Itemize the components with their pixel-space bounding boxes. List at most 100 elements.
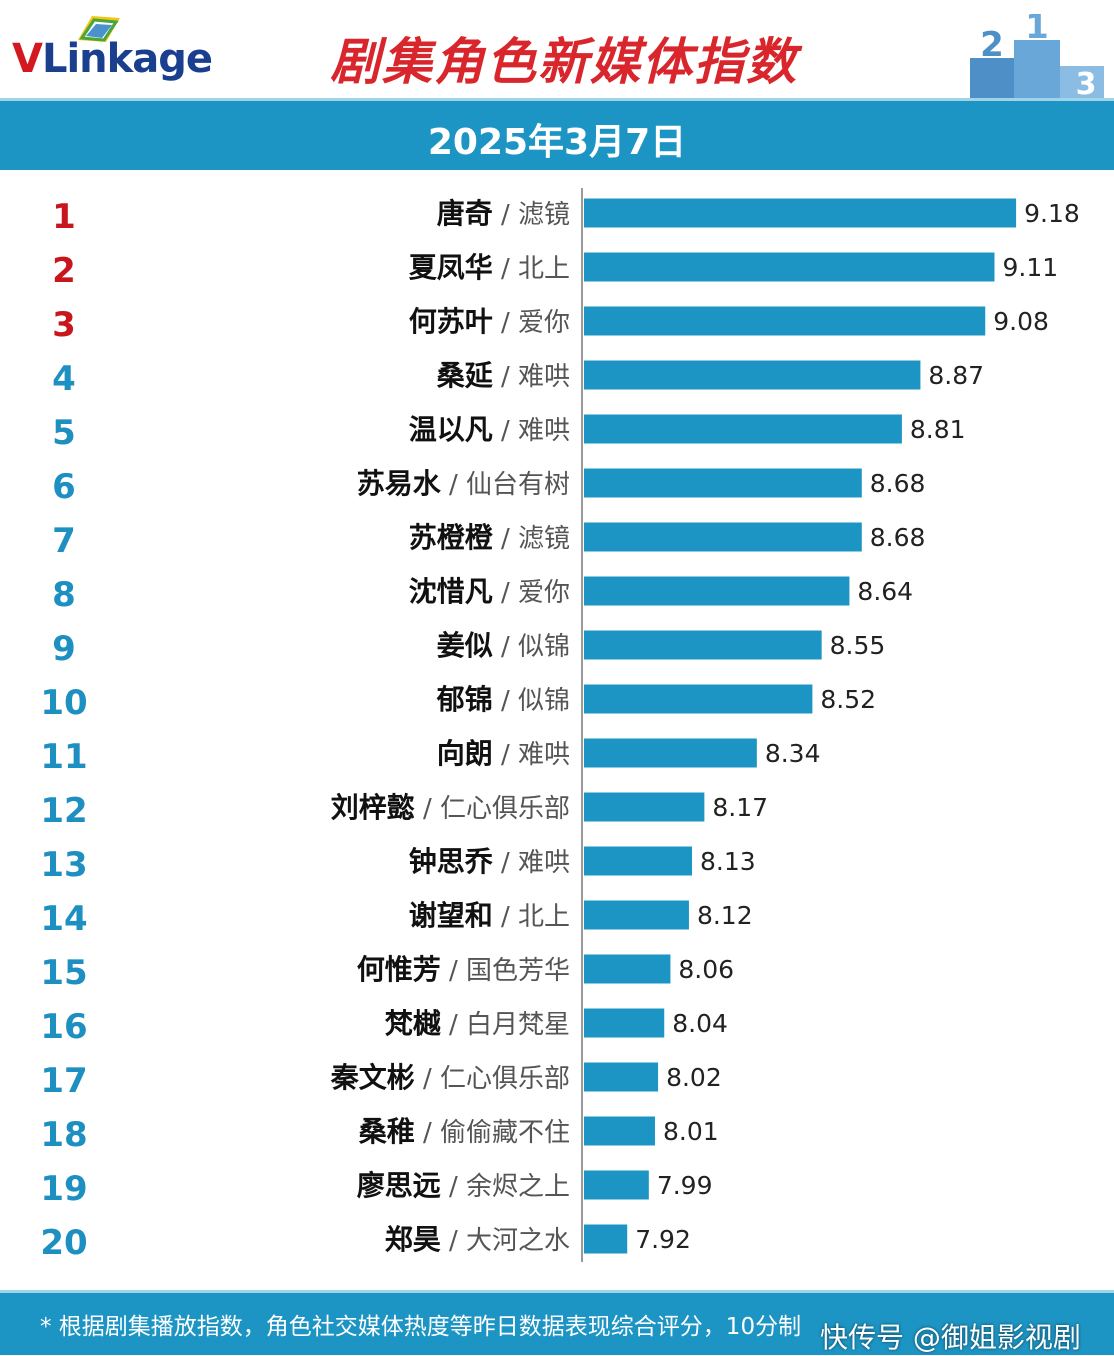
role-name: 郁锦 bbox=[436, 683, 493, 716]
value-label: 8.52 bbox=[820, 685, 876, 714]
bar bbox=[584, 1116, 655, 1146]
rank-label: 9 bbox=[52, 629, 76, 669]
role-label: 桑稚 / 偷偷藏不住 bbox=[359, 1115, 570, 1148]
drama-name: / 难哄 bbox=[493, 740, 570, 770]
rank-label: 19 bbox=[40, 1169, 87, 1209]
value-label: 8.87 bbox=[928, 361, 984, 390]
drama-name: / 偷偷藏不住 bbox=[415, 1118, 570, 1148]
bar bbox=[584, 1170, 649, 1200]
role-name: 桑延 bbox=[437, 359, 494, 392]
role-name: 苏橙橙 bbox=[409, 521, 494, 554]
value-label: 8.64 bbox=[857, 577, 913, 606]
drama-name: / 爱你 bbox=[493, 308, 570, 338]
value-label: 7.99 bbox=[657, 1171, 713, 1200]
role-name: 姜似 bbox=[437, 629, 493, 662]
drama-name: / 国色芳华 bbox=[441, 956, 570, 986]
role-name: 梵樾 bbox=[385, 1007, 442, 1040]
bar bbox=[584, 630, 822, 660]
rank-label: 15 bbox=[40, 953, 87, 993]
ranking-bar-chart: 1 唐奇 / 滤镜 9.18 2 夏凤华 / 北上 9.11 3 何苏叶 / 爱你 9.08 4 桑… bbox=[40, 188, 1080, 1263]
drama-name: / 似锦 bbox=[493, 632, 570, 662]
role-name: 钟思乔 bbox=[409, 845, 494, 878]
role-name: 谢望和 bbox=[409, 899, 493, 932]
rank-label: 17 bbox=[40, 1061, 87, 1101]
rank-label: 3 bbox=[52, 305, 76, 345]
rank-label: 20 bbox=[40, 1223, 87, 1263]
value-label: 8.06 bbox=[678, 955, 734, 984]
role-name: 刘梓懿 bbox=[331, 791, 415, 824]
role-label: 向朗 / 难哄 bbox=[437, 737, 570, 770]
value-label: 7.92 bbox=[635, 1225, 691, 1254]
rank-label: 8 bbox=[52, 575, 76, 615]
rank-label: 10 bbox=[40, 683, 87, 723]
role-label: 苏橙橙 / 滤镜 bbox=[409, 521, 570, 554]
rank-label: 16 bbox=[40, 1007, 87, 1047]
drama-name: / 似锦 bbox=[493, 686, 570, 716]
drama-name: / 仁心俱乐部 bbox=[415, 1064, 570, 1094]
value-label: 8.04 bbox=[672, 1009, 728, 1038]
drama-name: / 难哄 bbox=[493, 416, 570, 446]
drama-name: / 北上 bbox=[493, 254, 570, 284]
value-label: 9.08 bbox=[993, 307, 1049, 336]
rank-label: 14 bbox=[40, 899, 87, 939]
role-label: 夏凤华 / 北上 bbox=[409, 251, 570, 284]
role-name: 苏易水 bbox=[357, 467, 442, 500]
role-name: 桑稚 bbox=[359, 1115, 415, 1148]
value-label: 8.02 bbox=[666, 1063, 722, 1092]
value-label: 8.68 bbox=[870, 469, 926, 498]
role-name: 何苏叶 bbox=[409, 305, 493, 338]
role-label: 秦文彬 / 仁心俱乐部 bbox=[330, 1061, 570, 1094]
value-label: 8.55 bbox=[830, 631, 886, 660]
value-label: 8.12 bbox=[697, 901, 753, 930]
bar bbox=[584, 198, 1017, 228]
role-name: 郑昊 bbox=[385, 1223, 441, 1256]
podium-label-2: 2 bbox=[980, 25, 1004, 65]
logo-text: VLinkage bbox=[12, 36, 213, 82]
rank-label: 5 bbox=[52, 413, 76, 453]
bar bbox=[584, 846, 693, 876]
value-label: 8.01 bbox=[663, 1117, 719, 1146]
bar bbox=[584, 414, 902, 444]
watermark: 快传号 @御姐影视剧 bbox=[820, 1321, 1081, 1354]
drama-name: / 滤镜 bbox=[493, 524, 570, 554]
rank-label: 1 bbox=[52, 197, 76, 237]
value-label: 9.18 bbox=[1024, 199, 1080, 228]
drama-name: / 难哄 bbox=[493, 362, 570, 392]
logo-v: V bbox=[12, 36, 43, 82]
header: VLinkage 剧集角色新媒体指数 2 1 3 bbox=[0, 0, 1114, 98]
role-name: 唐奇 bbox=[437, 197, 493, 230]
bar bbox=[584, 1008, 665, 1038]
value-label: 8.81 bbox=[910, 415, 966, 444]
role-name: 沈惜凡 bbox=[409, 575, 493, 608]
drama-name: / 仁心俱乐部 bbox=[415, 794, 570, 824]
rank-label: 18 bbox=[40, 1115, 87, 1155]
bar bbox=[584, 684, 813, 714]
role-name: 何惟芳 bbox=[357, 953, 441, 986]
role-label: 沈惜凡 / 爱你 bbox=[409, 575, 570, 608]
drama-name: / 滤镜 bbox=[493, 200, 570, 230]
role-label: 钟思乔 / 难哄 bbox=[409, 845, 570, 878]
rank-label: 12 bbox=[40, 791, 87, 831]
role-label: 温以凡 / 难哄 bbox=[409, 413, 570, 446]
role-name: 向朗 bbox=[437, 737, 493, 770]
bar bbox=[584, 900, 689, 930]
value-label: 8.68 bbox=[870, 523, 926, 552]
logo-cards-icon bbox=[78, 16, 120, 42]
drama-name: / 北上 bbox=[493, 902, 570, 932]
bar bbox=[584, 306, 986, 336]
rank-label: 4 bbox=[52, 359, 76, 399]
drama-name: / 大河之水 bbox=[441, 1226, 570, 1256]
rank-label: 11 bbox=[40, 737, 87, 777]
rank-label: 2 bbox=[52, 251, 76, 291]
date-label: 2025年3月7日 bbox=[427, 122, 687, 163]
page-title: 剧集角色新媒体指数 bbox=[330, 33, 798, 91]
role-label: 姜似 / 似锦 bbox=[437, 629, 570, 662]
role-label: 廖思远 / 余烬之上 bbox=[357, 1169, 570, 1202]
role-label: 何惟芳 / 国色芳华 bbox=[357, 953, 570, 986]
bar bbox=[584, 954, 671, 984]
role-label: 刘梓懿 / 仁心俱乐部 bbox=[331, 791, 570, 824]
bar bbox=[584, 1062, 659, 1092]
role-name: 廖思远 bbox=[357, 1169, 441, 1202]
role-label: 郑昊 / 大河之水 bbox=[385, 1223, 570, 1256]
role-name: 温以凡 bbox=[409, 413, 493, 446]
